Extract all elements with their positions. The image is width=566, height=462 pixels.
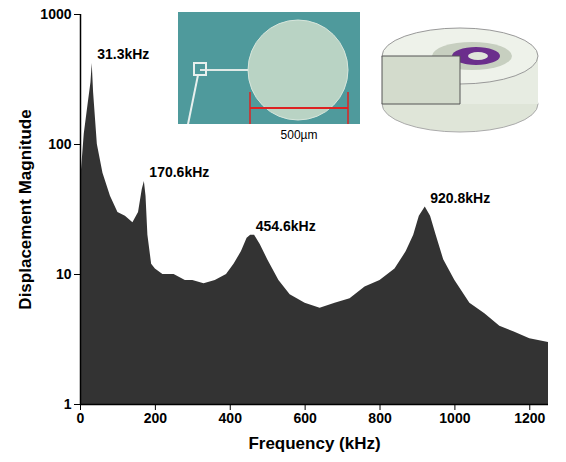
- svg-text:200: 200: [144, 410, 168, 426]
- svg-text:31.3kHz: 31.3kHz: [97, 46, 149, 62]
- svg-text:600: 600: [293, 410, 317, 426]
- svg-text:920.8kHz: 920.8kHz: [430, 190, 490, 206]
- svg-text:100: 100: [48, 136, 72, 152]
- svg-text:500µm: 500µm: [281, 128, 318, 142]
- svg-text:1200: 1200: [514, 410, 545, 426]
- svg-text:800: 800: [368, 410, 392, 426]
- svg-text:0: 0: [77, 410, 85, 426]
- svg-text:1: 1: [64, 396, 72, 412]
- svg-text:170.6kHz: 170.6kHz: [149, 164, 209, 180]
- svg-text:454.6kHz: 454.6kHz: [256, 218, 316, 234]
- svg-text:Frequency (kHz): Frequency (kHz): [248, 434, 380, 453]
- svg-text:1000: 1000: [40, 6, 71, 22]
- svg-text:1000: 1000: [439, 410, 470, 426]
- svg-text:Displacement Magnitude: Displacement Magnitude: [16, 109, 35, 309]
- svg-text:400: 400: [219, 410, 243, 426]
- svg-text:10: 10: [56, 266, 72, 282]
